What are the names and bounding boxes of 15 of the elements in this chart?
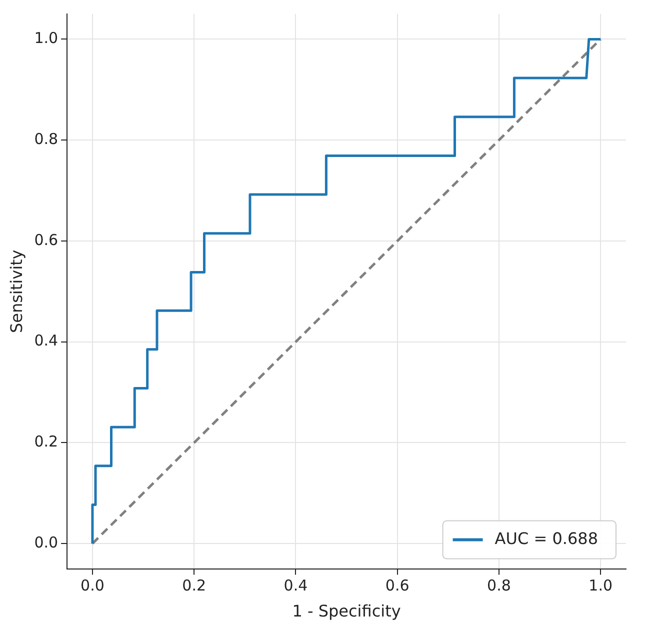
y-tick-label: 0.4 [34,332,58,350]
legend-label: AUC = 0.688 [494,528,598,548]
x-tick-label: 0.0 [80,576,104,595]
x-tick-label: 0.6 [385,576,410,595]
x-tick-label: 0.2 [182,576,206,595]
y-axis-title: Sensitivity [6,250,26,334]
x-tick-label: 1.0 [588,576,613,595]
y-tick-label: 0.2 [34,432,58,451]
x-axis-title: 1 - Specificity [292,602,401,621]
x-tick-label: 0.4 [284,576,308,595]
y-tick-label: 0.6 [34,230,58,249]
x-tick-label: 0.8 [487,576,511,595]
y-tick-label: 0.8 [34,130,58,148]
y-tick-label: 1.0 [34,29,58,48]
y-tick-label: 0.0 [34,533,58,552]
